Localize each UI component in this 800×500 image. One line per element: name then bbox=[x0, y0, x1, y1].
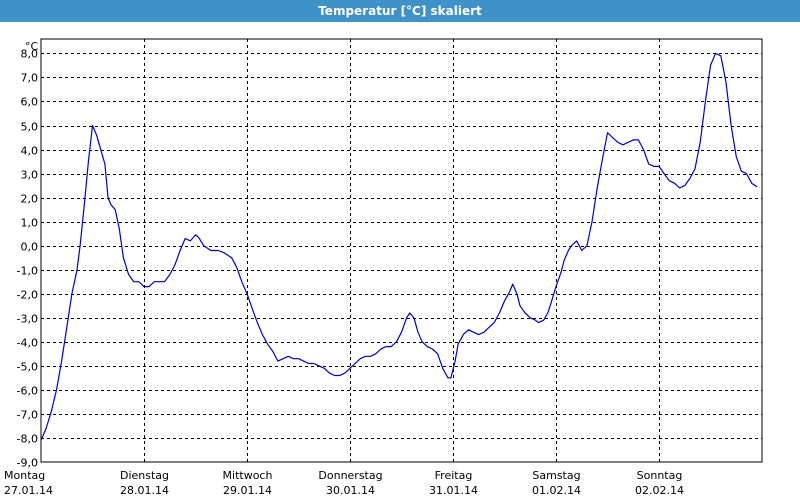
chart-title-bar: Temperatur [°C] skaliert bbox=[0, 0, 800, 22]
y-tick-label: -4,0 bbox=[17, 337, 38, 350]
axis-layer: °C 8,0 7,0 6,0 5,0 4,0 3,0 2,0 1,0 0,0 -1,0 -2,0 -3… bbox=[4, 40, 684, 497]
y-tick-label: -6,0 bbox=[17, 385, 38, 398]
x-tick-date-label: 02.02.14 bbox=[635, 484, 684, 497]
grid-layer bbox=[40, 38, 763, 463]
y-tick-label: -5,0 bbox=[17, 361, 38, 374]
y-tick-label: -9,0 bbox=[17, 457, 38, 470]
y-tick-label: 6,0 bbox=[21, 96, 39, 109]
x-tick-day-label: Donnerstag bbox=[318, 469, 382, 482]
x-tick-day-label: Samstag bbox=[532, 469, 580, 482]
line-layer bbox=[40, 52, 758, 441]
x-tick-date-label: 30.01.14 bbox=[326, 484, 375, 497]
temperature-chart: °C 8,0 7,0 6,0 5,0 4,0 3,0 2,0 1,0 0,0 -1,0 -2,0 -3… bbox=[4, 38, 763, 497]
y-tick-label: 3,0 bbox=[21, 169, 39, 182]
x-tick-day-label: Mittwoch bbox=[223, 469, 273, 482]
y-tick-label: -3,0 bbox=[17, 313, 38, 326]
y-tick-label: 2,0 bbox=[21, 193, 39, 206]
x-tick-day-label: Sonntag bbox=[637, 469, 683, 482]
y-tick-label: 5,0 bbox=[21, 121, 39, 134]
y-tick-label: 0,0 bbox=[21, 241, 39, 254]
chart-title: Temperatur [°C] skaliert bbox=[318, 4, 482, 18]
y-tick-label: 7,0 bbox=[21, 72, 39, 85]
y-tick-label: 1,0 bbox=[21, 217, 39, 230]
x-tick-date-label: 29.01.14 bbox=[223, 484, 272, 497]
plot-frame bbox=[40, 38, 763, 463]
x-tick-date-label: 27.01.14 bbox=[4, 484, 53, 497]
x-tick-date-label: 01.02.14 bbox=[532, 484, 581, 497]
y-axis-unit-label: °C bbox=[25, 40, 39, 53]
x-tick-date-label: 31.01.14 bbox=[429, 484, 478, 497]
x-tick-day-label: Montag bbox=[4, 469, 45, 482]
y-tick-label: -1,0 bbox=[17, 265, 38, 278]
y-tick-label: 8,0 bbox=[21, 48, 39, 61]
y-tick-label: -2,0 bbox=[17, 289, 38, 302]
x-tick-date-label: 28.01.14 bbox=[120, 484, 169, 497]
x-tick-day-label: Freitag bbox=[435, 469, 473, 482]
y-tick-label: -7,0 bbox=[17, 409, 38, 422]
temperature-series-line bbox=[40, 52, 758, 441]
y-tick-label: -8,0 bbox=[17, 433, 38, 446]
x-tick-day-label: Dienstag bbox=[120, 469, 169, 482]
y-tick-label: 4,0 bbox=[21, 145, 39, 158]
